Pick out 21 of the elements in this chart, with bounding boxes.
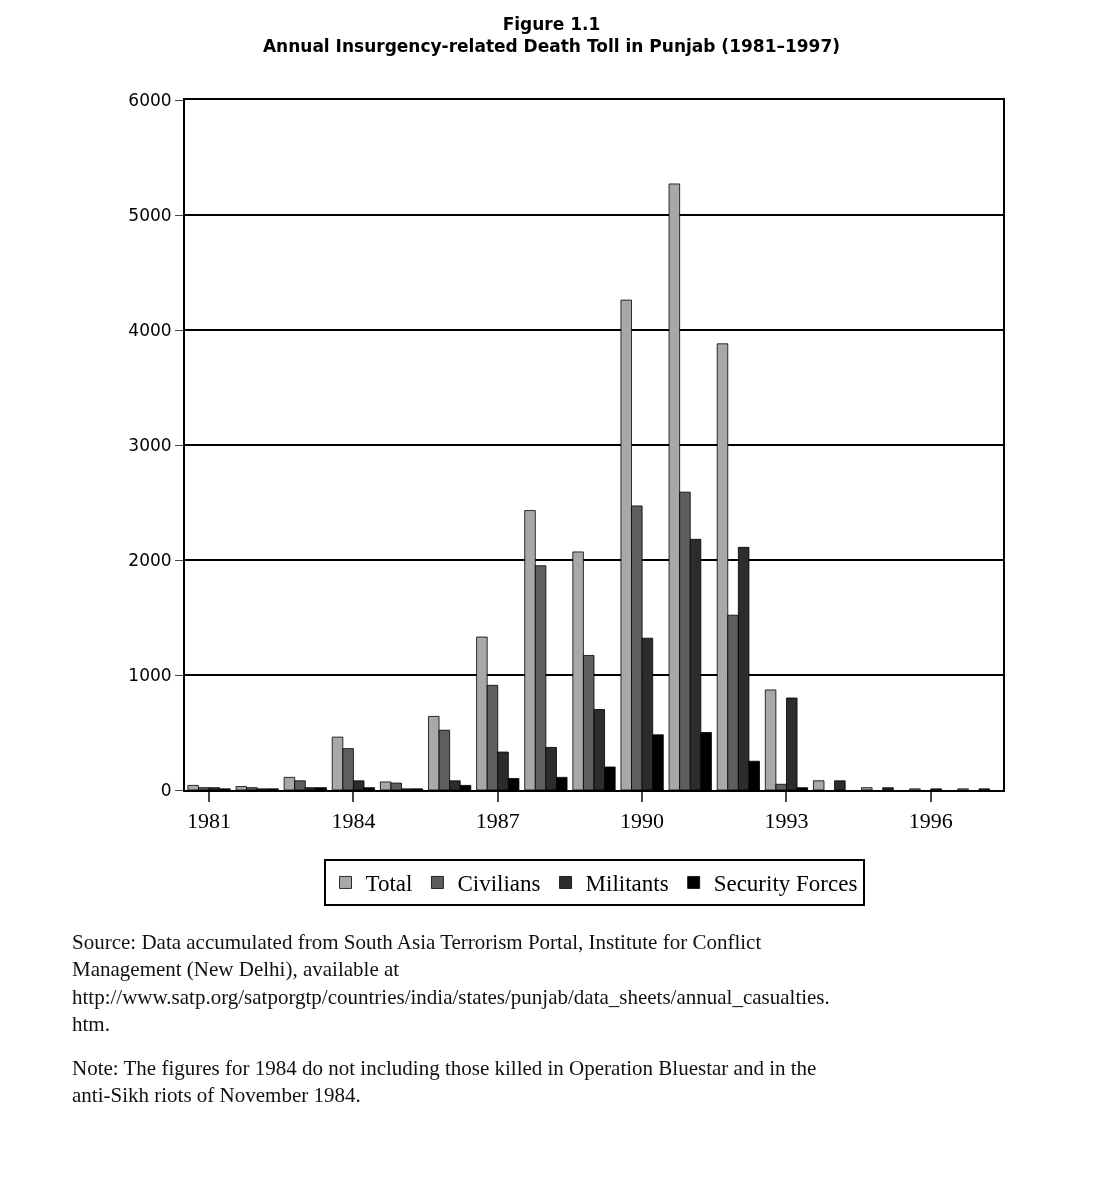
legend-label: Security Forces: [713, 871, 858, 897]
y-tick-label: 6000: [128, 89, 172, 110]
y-tick-label: 3000: [128, 434, 172, 455]
y-tick-label: 1000: [128, 664, 172, 685]
x-tick-label: 1987: [475, 808, 520, 834]
y-tick-label: 2000: [128, 549, 172, 570]
x-tick-label: 1984: [331, 808, 376, 834]
x-tick-label: 1993: [764, 808, 809, 834]
chart-title: Figure 1.1: [502, 14, 601, 34]
source-note: Source: Data accumulated from South Asia Terrorism Portal, Institute for Conflict Management (New Delhi), available at http://www.satp.org/satporgtp/countries/india/states/punjab/data_sheets/annual_casualties.htm.: [72, 930, 830, 1036]
y-tick-label: 5000: [128, 204, 172, 225]
legend-label: Militants: [585, 871, 669, 897]
x-tick-label: 1981: [187, 808, 232, 834]
chart-subtitle: Annual Insurgency-related Death Toll in Punjab (1981–1997): [262, 36, 841, 57]
y-tick-label: 0: [160, 779, 172, 800]
legend-label: Civilians: [457, 871, 541, 897]
x-tick-label: 1996: [908, 808, 953, 834]
x-tick-label: 1990: [620, 808, 665, 834]
legend-label: Total: [365, 871, 413, 897]
y-tick-label: 4000: [128, 319, 172, 340]
text: Note: The figures for 1984 do not including those killed in Operation Bluestar and in the anti-Sikh riots of November 1984.: [72, 1056, 817, 1108]
